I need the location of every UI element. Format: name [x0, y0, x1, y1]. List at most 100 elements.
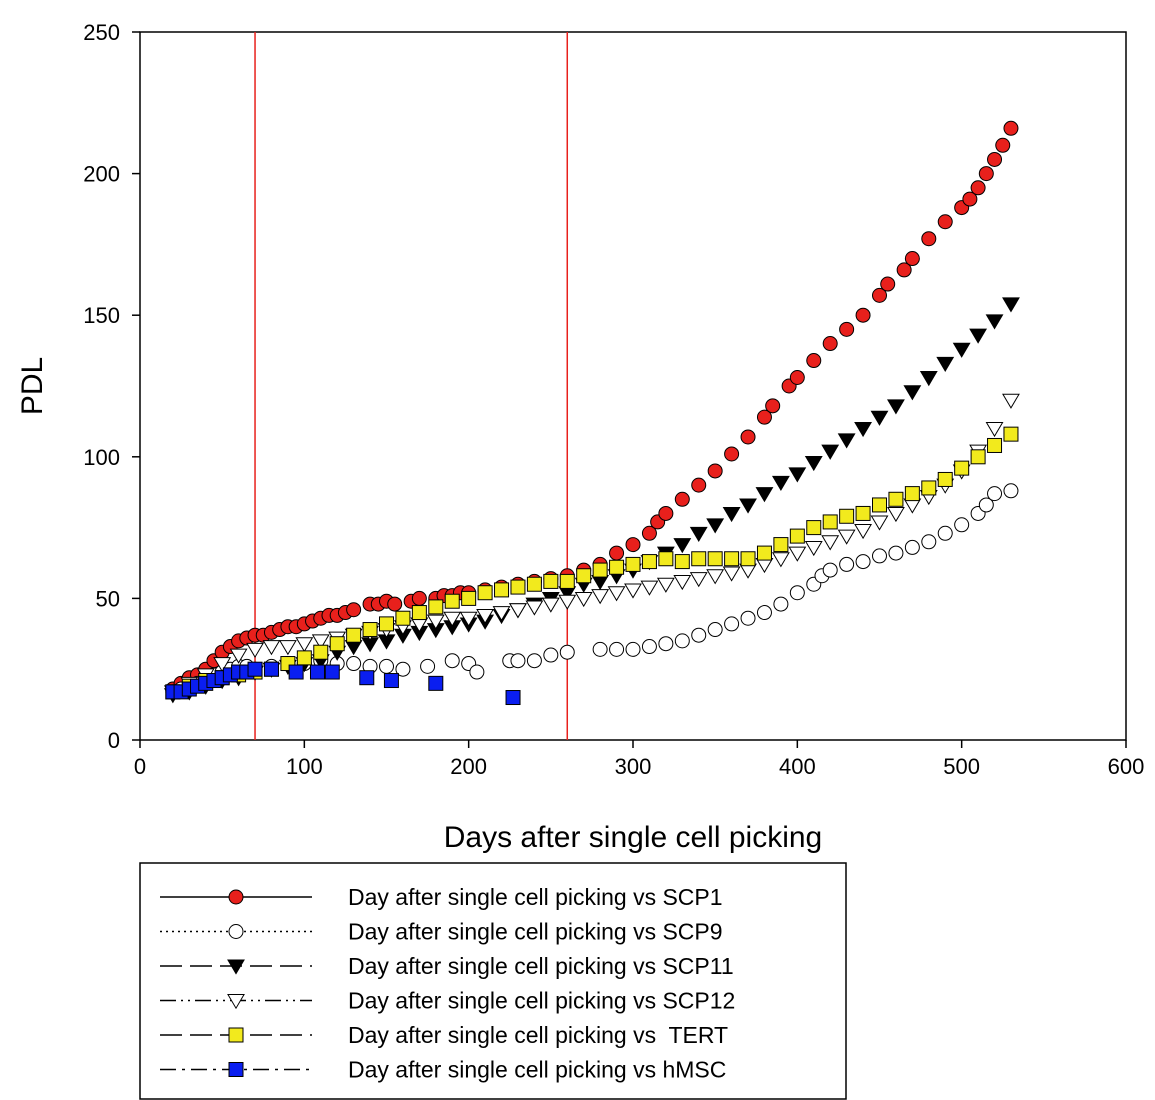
- data-point: [395, 610, 411, 626]
- legend-item: Day after single cell picking vs SCP12: [160, 988, 735, 1014]
- legend-box: [139, 862, 847, 1100]
- data-point: [870, 515, 889, 531]
- data-point: [921, 480, 937, 496]
- data-point: [724, 616, 740, 632]
- data-point: [674, 554, 690, 570]
- data-point: [295, 637, 314, 653]
- data-point: [970, 449, 986, 465]
- data-point: [558, 594, 577, 610]
- legend-item: Day after single cell picking vs SCP9: [160, 919, 723, 945]
- data-point: [773, 537, 789, 553]
- data-point: [309, 664, 325, 680]
- data-point: [722, 506, 741, 523]
- data-point: [888, 545, 904, 561]
- data-point: [969, 328, 988, 344]
- data-point: [756, 605, 772, 621]
- data-point: [987, 486, 1003, 502]
- legend-marker: [228, 924, 244, 939]
- data-point: [937, 471, 953, 487]
- data-point: [822, 562, 838, 578]
- data-point: [755, 487, 774, 503]
- data-point: [789, 585, 805, 601]
- data-point: [756, 409, 772, 425]
- y-tick-label: 50: [96, 586, 120, 611]
- x-tick-label: 500: [943, 754, 980, 779]
- data-point: [821, 444, 840, 460]
- y-tick-label: 200: [83, 162, 120, 187]
- data-point: [854, 422, 872, 438]
- legend-marker: [228, 1027, 244, 1043]
- data-point: [954, 460, 970, 476]
- data-point: [526, 653, 542, 669]
- data-point: [247, 661, 263, 677]
- legend-item: Day after single cell picking vs TERT: [160, 1022, 728, 1048]
- data-point: [987, 437, 1003, 453]
- data-point: [806, 353, 822, 369]
- data-point: [543, 647, 559, 663]
- data-point: [771, 475, 790, 491]
- data-point: [346, 627, 362, 643]
- data-point: [625, 537, 641, 553]
- data-point: [428, 599, 444, 615]
- data-point: [903, 385, 922, 401]
- data-point: [724, 551, 740, 567]
- data-point: [872, 497, 887, 513]
- data-point: [822, 514, 838, 530]
- legend-label: Day after single cell picking vs SCP1: [348, 884, 723, 910]
- y-tick-label: 0: [108, 728, 120, 753]
- data-point: [476, 608, 495, 625]
- data-point: [607, 586, 626, 602]
- data-point: [740, 551, 756, 567]
- data-point: [444, 593, 460, 609]
- data-point: [641, 554, 657, 570]
- data-point: [788, 467, 807, 483]
- data-point: [492, 606, 511, 622]
- data-point: [804, 456, 823, 472]
- data-point: [789, 370, 805, 386]
- data-point: [346, 656, 362, 672]
- data-point: [952, 342, 971, 358]
- data-point: [872, 287, 887, 303]
- data-point: [288, 664, 304, 680]
- data-point: [707, 551, 723, 567]
- data-point: [477, 585, 493, 601]
- data-point: [919, 371, 938, 387]
- data-point: [954, 517, 970, 533]
- data-point: [773, 596, 789, 612]
- x-tick-label: 200: [450, 754, 487, 779]
- data-point: [904, 486, 920, 502]
- data-point: [469, 664, 485, 680]
- data-point: [821, 535, 840, 551]
- data-point: [673, 538, 692, 554]
- data-point: [937, 214, 953, 230]
- data-point: [722, 566, 741, 582]
- data-point: [428, 675, 444, 691]
- legend: Day after single cell picking vs SCP1 Day…: [139, 862, 847, 1100]
- data-point: [641, 639, 657, 655]
- data-point: [505, 690, 521, 706]
- legend-items: Day after single cell picking vs SCP1 Day…: [160, 884, 735, 1083]
- data-point: [658, 505, 674, 521]
- axes: 0 100 200 300 400 500 600 0 50 100 150 200 250: [83, 20, 1144, 779]
- data-point: [691, 477, 707, 493]
- data-point: [707, 622, 723, 638]
- data-point: [872, 548, 887, 564]
- series-6: [165, 661, 521, 706]
- data-point: [510, 653, 526, 669]
- data-point: [789, 528, 805, 544]
- data-point: [641, 525, 657, 541]
- data-point: [443, 611, 462, 627]
- data-point: [656, 577, 675, 593]
- data-point: [756, 545, 772, 561]
- x-tick-label: 0: [134, 754, 146, 779]
- data-point: [673, 574, 692, 591]
- data-point: [1003, 120, 1019, 136]
- data-point: [887, 506, 905, 523]
- x-tick-label: 300: [615, 754, 652, 779]
- data-point: [494, 582, 510, 598]
- legend-marker: [227, 959, 245, 975]
- data-point: [740, 610, 756, 626]
- data-point: [854, 523, 872, 540]
- data-point: [707, 463, 723, 479]
